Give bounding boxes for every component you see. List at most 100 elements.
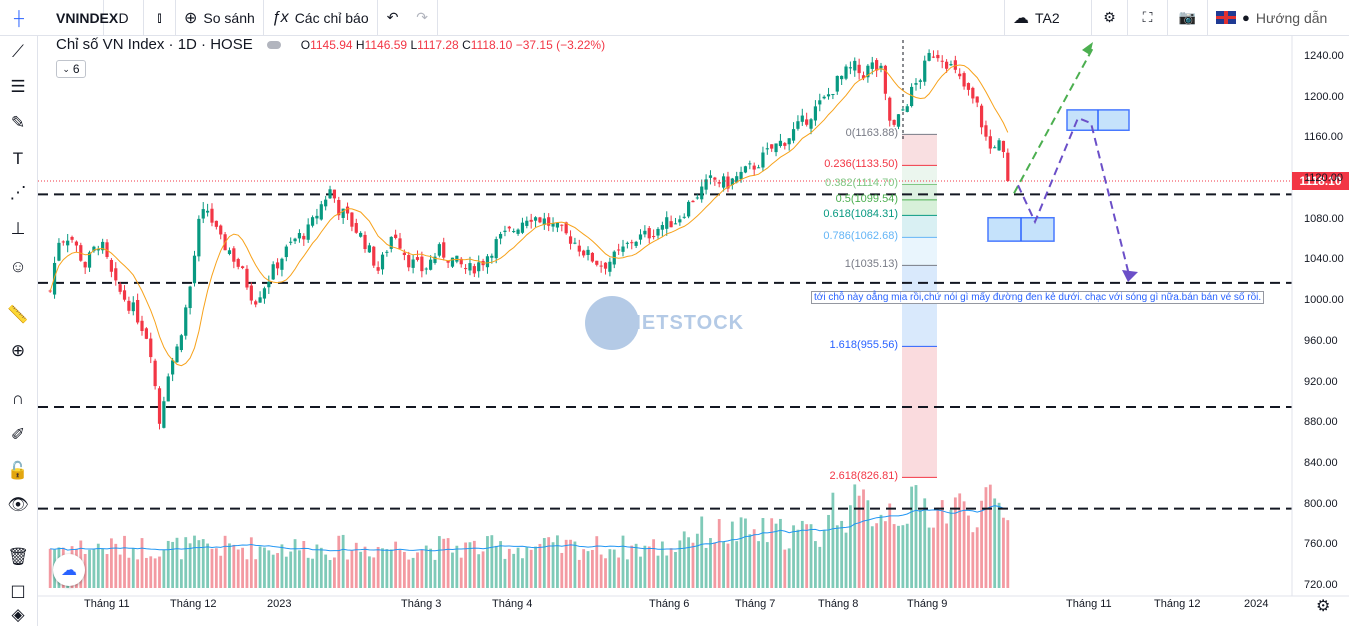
layout-button[interactable]: ☁ TA2 — [1004, 0, 1092, 36]
candle-body — [857, 64, 861, 74]
candle-body — [962, 73, 966, 87]
volume-bar — [582, 549, 586, 588]
lock-drawing-icon[interactable]: ✐ — [10, 425, 26, 444]
bear-path-line — [1017, 116, 1131, 280]
legend-ohlc: O1145.94 H1146.59 L1117.28 C1118.10 −37.… — [301, 38, 605, 52]
volume-bar — [118, 554, 122, 588]
volume-bar — [464, 542, 467, 588]
candle-body — [306, 224, 310, 240]
ruler-tool-icon[interactable]: 📏 — [7, 305, 29, 324]
pattern-tool-icon[interactable]: ⋰ — [9, 183, 27, 202]
candle-body — [354, 223, 358, 233]
checkbox-icon[interactable]: ☐ — [10, 583, 26, 602]
brush-tool-icon[interactable]: ✎ — [10, 113, 26, 132]
fullscreen-button[interactable]: ⛶ — [1128, 0, 1168, 36]
y-tick-label: 880.00 — [1304, 416, 1338, 429]
candle-body — [665, 217, 669, 229]
candle-body — [267, 281, 271, 288]
volume-bar — [556, 535, 559, 588]
time-axis-settings-icon[interactable]: ⚙ — [1316, 598, 1331, 615]
candle-body — [708, 175, 713, 178]
text-tool-icon[interactable]: T — [12, 149, 24, 168]
candle-body — [822, 96, 826, 99]
volume-bar — [617, 557, 621, 588]
volume-bar — [634, 543, 638, 588]
candle-body — [219, 225, 223, 235]
undo-icon: ↶ — [386, 9, 399, 25]
candle-body — [70, 236, 74, 240]
candle-body — [879, 65, 883, 69]
legend-toggle-icon[interactable] — [266, 40, 281, 49]
trendline-tool-icon[interactable]: ⟋ — [12, 42, 24, 61]
volume-bar — [516, 547, 520, 588]
tradingview-logo-icon[interactable]: ☁ — [53, 554, 85, 586]
volume-bar — [923, 498, 927, 588]
chart-type-button[interactable]: ⫾ — [144, 0, 176, 36]
volume-bar — [709, 538, 712, 588]
volume-bar — [713, 542, 717, 588]
volume-bar — [674, 551, 677, 588]
candle-body — [192, 255, 197, 284]
candle-body — [188, 286, 192, 309]
x-tick-label: Tháng 12 — [1154, 598, 1201, 610]
volume-bar — [144, 557, 148, 588]
indicators-collapse-button[interactable]: ⌄ 6 — [56, 60, 86, 78]
emoji-tool-icon[interactable]: ☺ — [9, 257, 27, 276]
help-button[interactable]: ● Hướng dẫn — [1208, 0, 1349, 36]
volume-bar — [862, 489, 865, 588]
candle-body — [415, 257, 420, 260]
candle-body — [853, 60, 857, 71]
volume-bar — [984, 487, 988, 588]
candle-body — [713, 177, 717, 180]
candle-body — [512, 231, 516, 233]
annotation-note[interactable]: tới chỗ này oẳng mịa rồi,chứ nói gì mấy … — [811, 291, 1265, 304]
magnet-tool-icon[interactable]: ∩ — [11, 389, 25, 408]
volume-bar — [748, 534, 752, 588]
volume-bar — [245, 559, 249, 588]
candle-body — [966, 83, 971, 90]
layers-icon[interactable]: ◈ — [11, 605, 25, 624]
x-tick-label: Tháng 11 — [1066, 598, 1112, 610]
volume-bar — [416, 552, 419, 588]
volume-bar — [866, 500, 870, 588]
candle-body — [844, 66, 848, 79]
eye-icon[interactable]: 👁 — [7, 495, 29, 514]
symbol-search[interactable]: VNINDEX — [0, 0, 118, 36]
candle-body — [385, 251, 389, 253]
interval-button[interactable]: D — [104, 0, 144, 36]
undo-button[interactable]: ↶ — [378, 0, 408, 36]
projection-tool-icon[interactable]: ⊥ — [10, 219, 26, 238]
candle-body — [748, 163, 752, 165]
volume-bar — [779, 518, 782, 588]
candle-body — [774, 143, 778, 153]
volume-bar — [573, 541, 577, 588]
candle-body — [420, 256, 424, 272]
volume-bar — [490, 535, 494, 588]
settings-button[interactable]: ⚙ — [1092, 0, 1128, 36]
fib-tool-icon[interactable]: ☰ — [10, 77, 26, 96]
candle-body — [818, 100, 822, 105]
candle-body — [201, 209, 205, 219]
volume-bar — [774, 523, 778, 588]
candle-body — [652, 236, 656, 238]
volume-bar — [241, 547, 244, 588]
candle-body — [634, 241, 638, 246]
candle-body — [498, 233, 503, 239]
compare-button[interactable]: ⊕ So sánh — [176, 0, 264, 36]
candle-body — [630, 242, 634, 244]
crosshair-tool-icon[interactable]: ┼ — [14, 9, 24, 26]
trash-icon[interactable]: 🗑 — [7, 547, 29, 566]
snapshot-button[interactable]: 📷 — [1168, 0, 1208, 36]
volume-bar — [608, 549, 612, 588]
candle-body — [800, 115, 804, 122]
lock-icon[interactable]: 🔓 — [7, 461, 29, 480]
volume-bar — [96, 543, 100, 588]
indicators-button[interactable]: ƒx Các chỉ báo — [264, 0, 378, 36]
fib-retracement — [902, 40, 937, 478]
candle-body — [227, 250, 232, 254]
redo-button[interactable]: ↷ — [408, 0, 438, 36]
zoom-tool-icon[interactable]: ⊕ — [10, 341, 26, 360]
candle-body — [870, 62, 874, 69]
volume-bar — [472, 540, 476, 588]
